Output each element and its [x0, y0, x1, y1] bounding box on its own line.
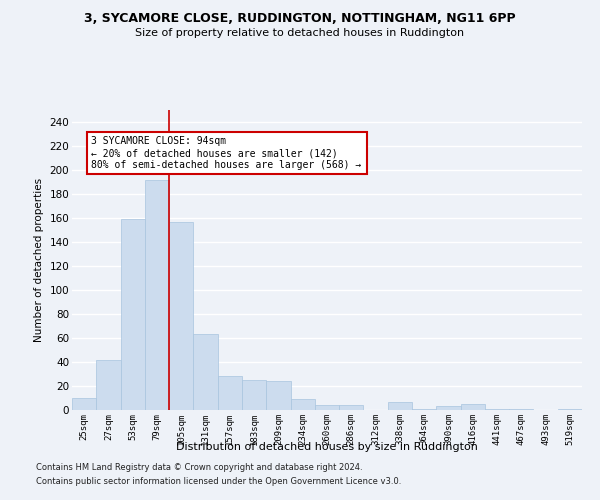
- Bar: [388, 402, 412, 410]
- Bar: [193, 334, 218, 410]
- Bar: [145, 180, 169, 410]
- Bar: [242, 380, 266, 410]
- Bar: [266, 381, 290, 410]
- Text: Contains HM Land Registry data © Crown copyright and database right 2024.: Contains HM Land Registry data © Crown c…: [36, 464, 362, 472]
- Bar: [339, 405, 364, 410]
- Bar: [412, 409, 436, 410]
- Bar: [72, 398, 96, 410]
- Bar: [96, 360, 121, 410]
- Bar: [315, 405, 339, 410]
- Text: 3, SYCAMORE CLOSE, RUDDINGTON, NOTTINGHAM, NG11 6PP: 3, SYCAMORE CLOSE, RUDDINGTON, NOTTINGHA…: [84, 12, 516, 26]
- Bar: [485, 409, 509, 410]
- Bar: [461, 404, 485, 410]
- Bar: [290, 399, 315, 410]
- Text: Size of property relative to detached houses in Ruddington: Size of property relative to detached ho…: [136, 28, 464, 38]
- Bar: [169, 222, 193, 410]
- Text: Contains public sector information licensed under the Open Government Licence v3: Contains public sector information licen…: [36, 477, 401, 486]
- Bar: [509, 409, 533, 410]
- Bar: [558, 409, 582, 410]
- Bar: [121, 219, 145, 410]
- Y-axis label: Number of detached properties: Number of detached properties: [34, 178, 44, 342]
- Bar: [218, 376, 242, 410]
- Text: Distribution of detached houses by size in Ruddington: Distribution of detached houses by size …: [176, 442, 478, 452]
- Bar: [436, 406, 461, 410]
- Text: 3 SYCAMORE CLOSE: 94sqm
← 20% of detached houses are smaller (142)
80% of semi-d: 3 SYCAMORE CLOSE: 94sqm ← 20% of detache…: [91, 136, 362, 170]
